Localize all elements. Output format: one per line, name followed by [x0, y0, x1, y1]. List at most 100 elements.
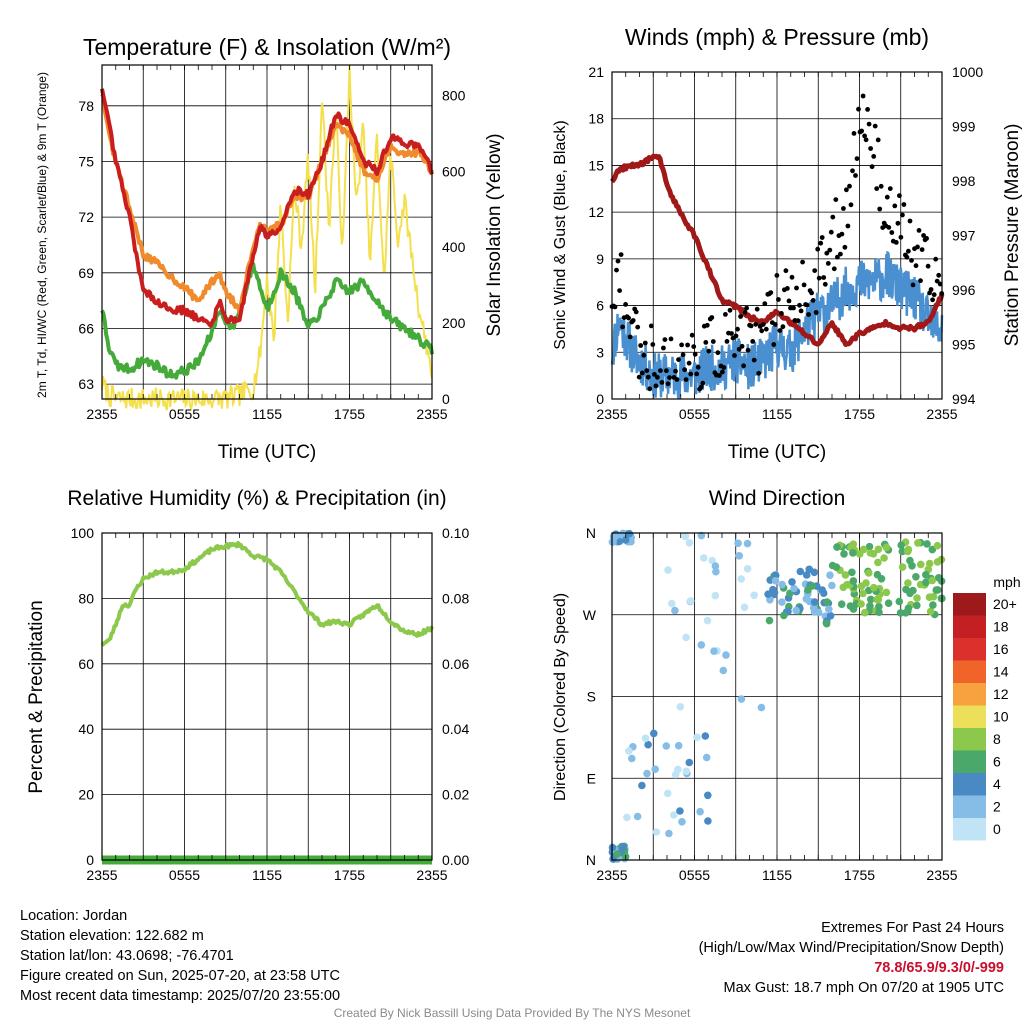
direction-point [840, 550, 848, 558]
gust-point [694, 371, 700, 377]
direction-point [633, 812, 642, 821]
direction-point [922, 578, 930, 587]
direction-point [711, 591, 720, 600]
direction-point [735, 552, 743, 560]
gust-point [856, 106, 861, 112]
gust-point [676, 357, 681, 362]
direction-point [841, 571, 850, 579]
gust-point [806, 312, 811, 317]
gust-point [913, 263, 919, 269]
direction-point [676, 703, 685, 711]
wind-ytick-label: 3 [596, 344, 604, 360]
gust-point [868, 146, 873, 151]
direction-point [613, 850, 622, 858]
gust-point [633, 309, 639, 315]
direction-point [929, 592, 938, 601]
gust-point [848, 202, 854, 208]
created-text: Figure created on Sun, 2025-07-20, at 23… [20, 968, 340, 984]
temp-ytick-label-right: 600 [442, 163, 466, 179]
gust-point [661, 345, 666, 351]
gust-point [900, 212, 905, 218]
wind-ytick-label: 15 [588, 157, 604, 173]
gust-point [831, 266, 837, 272]
direction-point [792, 606, 800, 615]
gust-point [727, 307, 733, 313]
dir-ytick-label: N [586, 852, 596, 868]
temp-ytick-label-right: 0 [442, 391, 450, 407]
gust-point [797, 302, 802, 308]
direction-point [685, 758, 694, 767]
gust-point [897, 193, 902, 199]
wind-ytick-label-right: 996 [952, 282, 976, 298]
direction-point [898, 563, 907, 571]
gust-point [642, 340, 648, 346]
gust-point [795, 318, 801, 324]
direction-point [625, 529, 634, 538]
direction-point [837, 600, 846, 608]
legend-label: 14 [993, 664, 1009, 680]
direction-point [704, 791, 712, 800]
direction-point [823, 598, 831, 606]
direction-point [818, 586, 826, 594]
direction-point [652, 828, 661, 836]
dir-xtick-label: 2355 [596, 867, 627, 883]
gust-point [717, 373, 722, 378]
gust-point [841, 206, 846, 211]
legend-swatch [953, 795, 986, 818]
direction-point [802, 571, 811, 579]
gust-point [847, 183, 852, 189]
direction-point [686, 597, 695, 605]
gust-point [865, 107, 870, 112]
direction-point [874, 545, 883, 554]
temp-ylabel-left: 2m T, Td, HI/WC (Red, Green, Scarlet/Blu… [35, 72, 49, 398]
gust-point [907, 218, 913, 224]
rh-ytick-label-right: 0.02 [442, 787, 469, 803]
direction-point [712, 567, 720, 576]
gust-point [906, 248, 911, 254]
legend-label: 10 [993, 709, 1009, 725]
gust-point [845, 223, 851, 229]
gust-point [735, 326, 740, 332]
gust-point [647, 386, 653, 392]
rh-ytick-label-right: 0.04 [442, 721, 469, 737]
direction-point [623, 813, 631, 822]
gust-point [658, 368, 663, 373]
direction-point [932, 586, 941, 594]
direction-point [780, 611, 788, 620]
direction-point [702, 753, 711, 762]
gust-point [937, 281, 943, 287]
gust-point [744, 305, 749, 311]
gust-point [842, 244, 848, 250]
gust-point [739, 343, 745, 349]
direction-point [866, 549, 875, 557]
direction-point [722, 651, 730, 659]
rh-minor-ticks [101, 533, 433, 860]
gust-point [924, 236, 929, 241]
gust-point [866, 121, 872, 127]
gust-point [623, 302, 628, 307]
rh-ytick-label-right: 0.00 [442, 852, 469, 868]
direction-point [875, 608, 883, 616]
direction-point [849, 549, 857, 557]
gust-point [748, 323, 754, 329]
gust-point [630, 318, 636, 323]
gust-point [698, 384, 704, 390]
direction-point [685, 539, 694, 547]
direction-point [764, 590, 772, 598]
direction-point [664, 566, 672, 574]
direction-point [625, 747, 633, 755]
gust-point [745, 347, 751, 353]
gust-point [683, 377, 689, 382]
gust-point [835, 254, 840, 260]
direction-point [697, 641, 706, 649]
gust-point [612, 304, 618, 310]
rh-ytick-label-right: 0.06 [442, 656, 469, 672]
temp-xtick-label: 1155 [252, 406, 282, 422]
legend-swatch [953, 683, 986, 706]
gust-point [742, 309, 748, 315]
gust-point [887, 186, 893, 192]
rh-title: Relative Humidity (%) & Precipitation (i… [67, 487, 446, 510]
direction-point [678, 818, 686, 826]
gust-point [801, 282, 807, 288]
